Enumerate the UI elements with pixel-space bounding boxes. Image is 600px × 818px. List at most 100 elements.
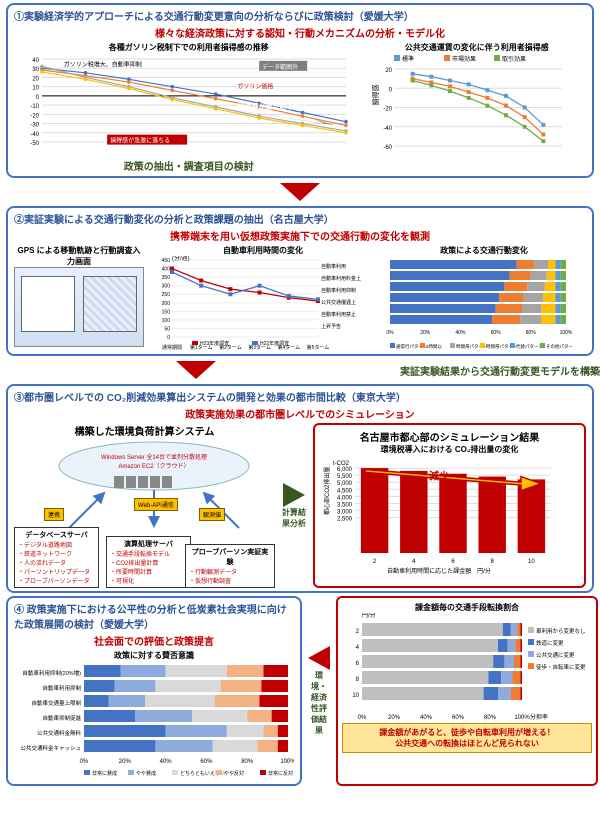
svg-text:鉄道に変更: 鉄道に変更 bbox=[536, 639, 564, 647]
svg-text:60%: 60% bbox=[491, 330, 502, 336]
svg-text:自動車利用抑制: 自動車利用抑制 bbox=[42, 684, 81, 692]
s2-bottom-green: 実証実験結果から交通行動変更モデルを構築 bbox=[400, 363, 600, 378]
section-4-subtitle: 社会面での評価と政策提言 bbox=[14, 633, 294, 648]
svg-text:自動車交通量上限制: 自動車交通量上限制 bbox=[31, 699, 81, 707]
svg-text:2,500: 2,500 bbox=[337, 517, 353, 523]
svg-text:-20: -20 bbox=[383, 107, 392, 113]
svg-text:上昇予告: 上昇予告 bbox=[321, 323, 341, 330]
svg-text:H23年度調査: H23年度調査 bbox=[200, 340, 229, 347]
svg-text:損得感: 損得感 bbox=[371, 85, 380, 106]
svg-text:5,000: 5,000 bbox=[337, 481, 353, 487]
svg-text:公共交通料金無料: 公共交通料金無料 bbox=[37, 729, 82, 737]
svg-text:やや反対: やや反対 bbox=[224, 770, 244, 777]
svg-text:4,000: 4,000 bbox=[337, 495, 353, 501]
svg-text:自動車利用料金上: 自動車利用料金上 bbox=[321, 275, 361, 282]
svg-text:100%: 100% bbox=[514, 715, 530, 721]
s4-chart2: 円/分2468100%20%40%60%80%100%分担率車利用から変更なし鉄… bbox=[342, 613, 592, 723]
section-4-title: ④ 政策実施下における公平性の分析と低炭素社会実現に向けた政策展開の検討（愛媛大… bbox=[14, 601, 294, 631]
svg-text:非常に賛成: 非常に賛成 bbox=[92, 770, 117, 777]
svg-text:自動車利用時間に応じた課金額 円/分: 自動車利用時間に応じた課金額 円/分 bbox=[387, 567, 491, 575]
section-2-title: ②実証実験による交通行動変化の分析と政策課題の抽出（名古屋大学） bbox=[14, 211, 586, 226]
s2-chart2: 0%20%40%60%80%100%通常行パターン1時間以時間帯パターン時間帯パ… bbox=[382, 256, 572, 351]
svg-text:6: 6 bbox=[356, 661, 360, 667]
svg-text:公共交通に変更: 公共交通に変更 bbox=[536, 651, 575, 659]
svg-text:6,000: 6,000 bbox=[337, 467, 353, 473]
svg-text:100%: 100% bbox=[560, 330, 572, 336]
svg-text:60%: 60% bbox=[452, 715, 465, 721]
svg-text:20: 20 bbox=[385, 68, 392, 74]
svg-text:データ範囲外: データ範囲外 bbox=[262, 63, 298, 71]
svg-text:350: 350 bbox=[162, 275, 171, 281]
svg-text:200: 200 bbox=[162, 301, 171, 307]
svg-text:自動車利用: 自動車利用 bbox=[321, 263, 346, 270]
svg-text:80%: 80% bbox=[484, 715, 497, 721]
svg-text:150: 150 bbox=[162, 309, 171, 315]
svg-text:250: 250 bbox=[162, 292, 171, 298]
arrow-2-3 bbox=[176, 361, 216, 379]
svg-text:400: 400 bbox=[162, 267, 171, 273]
svg-text:0%: 0% bbox=[386, 330, 394, 336]
svg-text:80%: 80% bbox=[526, 330, 537, 336]
svg-text:円/分: 円/分 bbox=[362, 613, 376, 619]
svg-text:10: 10 bbox=[352, 693, 359, 699]
s1-chart1-title: 各種ガソリン税制下での利用者損得感の推移 bbox=[14, 42, 364, 53]
db-title: データベースサーバ bbox=[25, 532, 88, 539]
svg-text:代替パターン: 代替パターン bbox=[516, 343, 543, 350]
svg-text:0: 0 bbox=[167, 335, 170, 341]
svg-text:損得感が急激に落ちる: 損得感が急激に落ちる bbox=[110, 137, 170, 145]
svg-text:3,000: 3,000 bbox=[337, 510, 353, 516]
svg-text:t-CO2: t-CO2 bbox=[333, 461, 350, 467]
svg-text:2: 2 bbox=[373, 559, 377, 565]
calc-items: ・交通手段転換モデル ・CO2排出量計算 ・所要時間計算 ・可視化 bbox=[110, 549, 187, 585]
calc-title: 演算処理サーバ bbox=[124, 541, 173, 548]
svg-text:40%: 40% bbox=[455, 330, 466, 336]
s4-green-label: 環境・経済性評価結果 bbox=[308, 670, 330, 736]
svg-text:取引効果: 取引効果 bbox=[502, 55, 526, 63]
svg-text:公共交通優遇上: 公共交通優遇上 bbox=[321, 299, 356, 306]
svg-text:損得感が徐々に下がる: 損得感が徐々に下がる bbox=[237, 102, 307, 111]
svg-text:標準: 標準 bbox=[402, 55, 414, 63]
section-1-subtitle: 様々な経済政策に対する認知・行動メカニズムの分析・モデル化 bbox=[14, 25, 586, 40]
svg-text:20%: 20% bbox=[119, 759, 132, 765]
svg-text:非常に反対: 非常に反対 bbox=[268, 770, 293, 777]
svg-text:-50: -50 bbox=[30, 141, 39, 147]
svg-text:自動車利用抑制(20%増): 自動車利用抑制(20%増) bbox=[22, 669, 81, 677]
svg-text:ガソリン価格: ガソリン価格 bbox=[237, 83, 273, 91]
svg-text:4,500: 4,500 bbox=[337, 488, 353, 494]
svg-text:その他パターン: その他パターン bbox=[546, 343, 572, 350]
svg-text:H22年度調査: H22年度調査 bbox=[260, 340, 289, 347]
svg-text:(分/週): (分/週) bbox=[172, 256, 190, 262]
section-2: ②実証実験による交通行動変化の分析と政策課題の抽出（名古屋大学） 携帯端末を用い… bbox=[6, 206, 594, 356]
svg-text:5,500: 5,500 bbox=[337, 474, 353, 480]
svg-text:車利用から変更なし: 車利用から変更なし bbox=[536, 627, 586, 635]
s1-bottom-green: 政策の抽出・調査項目の検討 bbox=[14, 158, 364, 173]
s1-chart1: -50-40-30-20-10010203040損得感が徐々に下がる損得感が急激… bbox=[14, 53, 354, 158]
section-2-subtitle: 携帯端末を用い仮想政策実施下での交通行動の変化を観測 bbox=[14, 228, 586, 243]
cloud-diagram: Windows Server 全14台で並列分散処理 Amazon EC2（クラ… bbox=[14, 438, 275, 588]
svg-text:100: 100 bbox=[162, 318, 171, 324]
svg-text:450: 450 bbox=[162, 258, 171, 264]
svg-text:0%: 0% bbox=[80, 759, 89, 765]
s1-chart2: -60-40-20020損得感標準市場効果取引効果 bbox=[368, 53, 568, 158]
svg-text:8: 8 bbox=[491, 559, 495, 565]
svg-text:6: 6 bbox=[451, 559, 455, 565]
svg-text:10: 10 bbox=[32, 86, 39, 92]
section-1: ①実験経済学的アプローチによる交通行動変更意向の分析ならびに政策検討（愛媛大学）… bbox=[6, 3, 594, 178]
s4-chart1-title: 政策に対する賛否意識 bbox=[14, 650, 294, 661]
s3-right-title: 名古屋市都心部のシミュレーション結果 bbox=[319, 429, 580, 444]
section-3-title: ③都市圏レベルでの CO₂削減効果算出システムの開発と効果の都市間比較（東京大学… bbox=[14, 389, 586, 404]
svg-text:-20: -20 bbox=[30, 113, 39, 119]
link-label: 連携 bbox=[44, 508, 64, 521]
s4-chart1: 自動車利用抑制(20%増)自動車利用抑制自動車交通量上限制自動車抑制促進公共交通… bbox=[14, 661, 294, 781]
s3-bar-title: 環境税導入における CO₂排出量の変化 bbox=[319, 444, 580, 455]
svg-text:-40: -40 bbox=[30, 132, 39, 138]
pp-title: プローブパーソン実証実験 bbox=[192, 549, 269, 566]
section-3-subtitle: 政策実施効果の都市圏レベルでのシミュレーション bbox=[14, 406, 586, 421]
svg-text:分担率: 分担率 bbox=[530, 713, 548, 721]
s4-note: 課金額があがると、徒歩や自転車利用が増える！ 公共交通への転換はほとんど見られな… bbox=[342, 723, 592, 753]
cloud-top: Windows Server 全14台で並列分散処理 Amazon EC2（クラ… bbox=[74, 452, 234, 470]
svg-text:4: 4 bbox=[356, 645, 360, 651]
svg-text:2: 2 bbox=[356, 629, 360, 635]
svg-text:300: 300 bbox=[162, 284, 171, 290]
gps-mockup bbox=[14, 267, 144, 347]
